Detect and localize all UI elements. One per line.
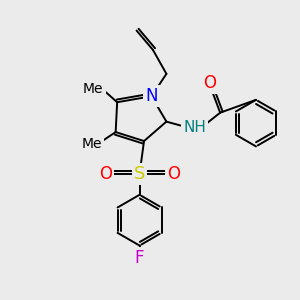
Text: Me: Me	[82, 137, 102, 151]
Text: Me: Me	[83, 82, 104, 96]
Text: O: O	[167, 165, 180, 183]
Text: O: O	[99, 165, 112, 183]
Text: N: N	[145, 87, 158, 105]
Text: O: O	[203, 74, 216, 92]
Text: S: S	[134, 165, 145, 183]
Text: NH: NH	[183, 120, 206, 135]
Text: F: F	[135, 249, 144, 267]
